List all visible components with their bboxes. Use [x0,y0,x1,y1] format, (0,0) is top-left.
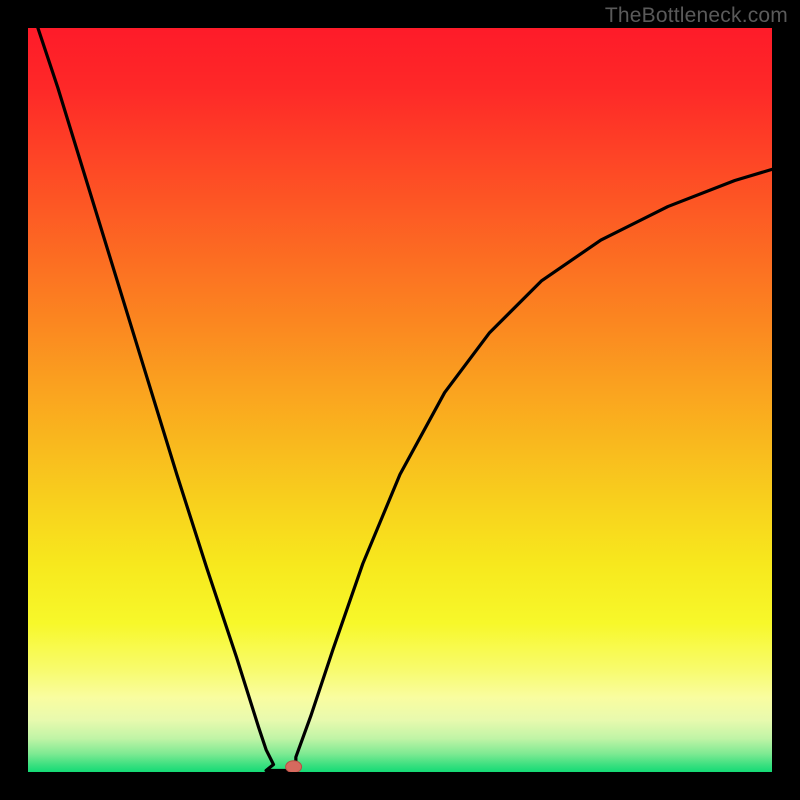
chart-frame: TheBottleneck.com [0,0,800,800]
bottleneck-chart [0,0,800,800]
watermark-text: TheBottleneck.com [605,4,788,28]
chart-background [28,28,772,772]
optimal-point-marker [286,761,302,773]
